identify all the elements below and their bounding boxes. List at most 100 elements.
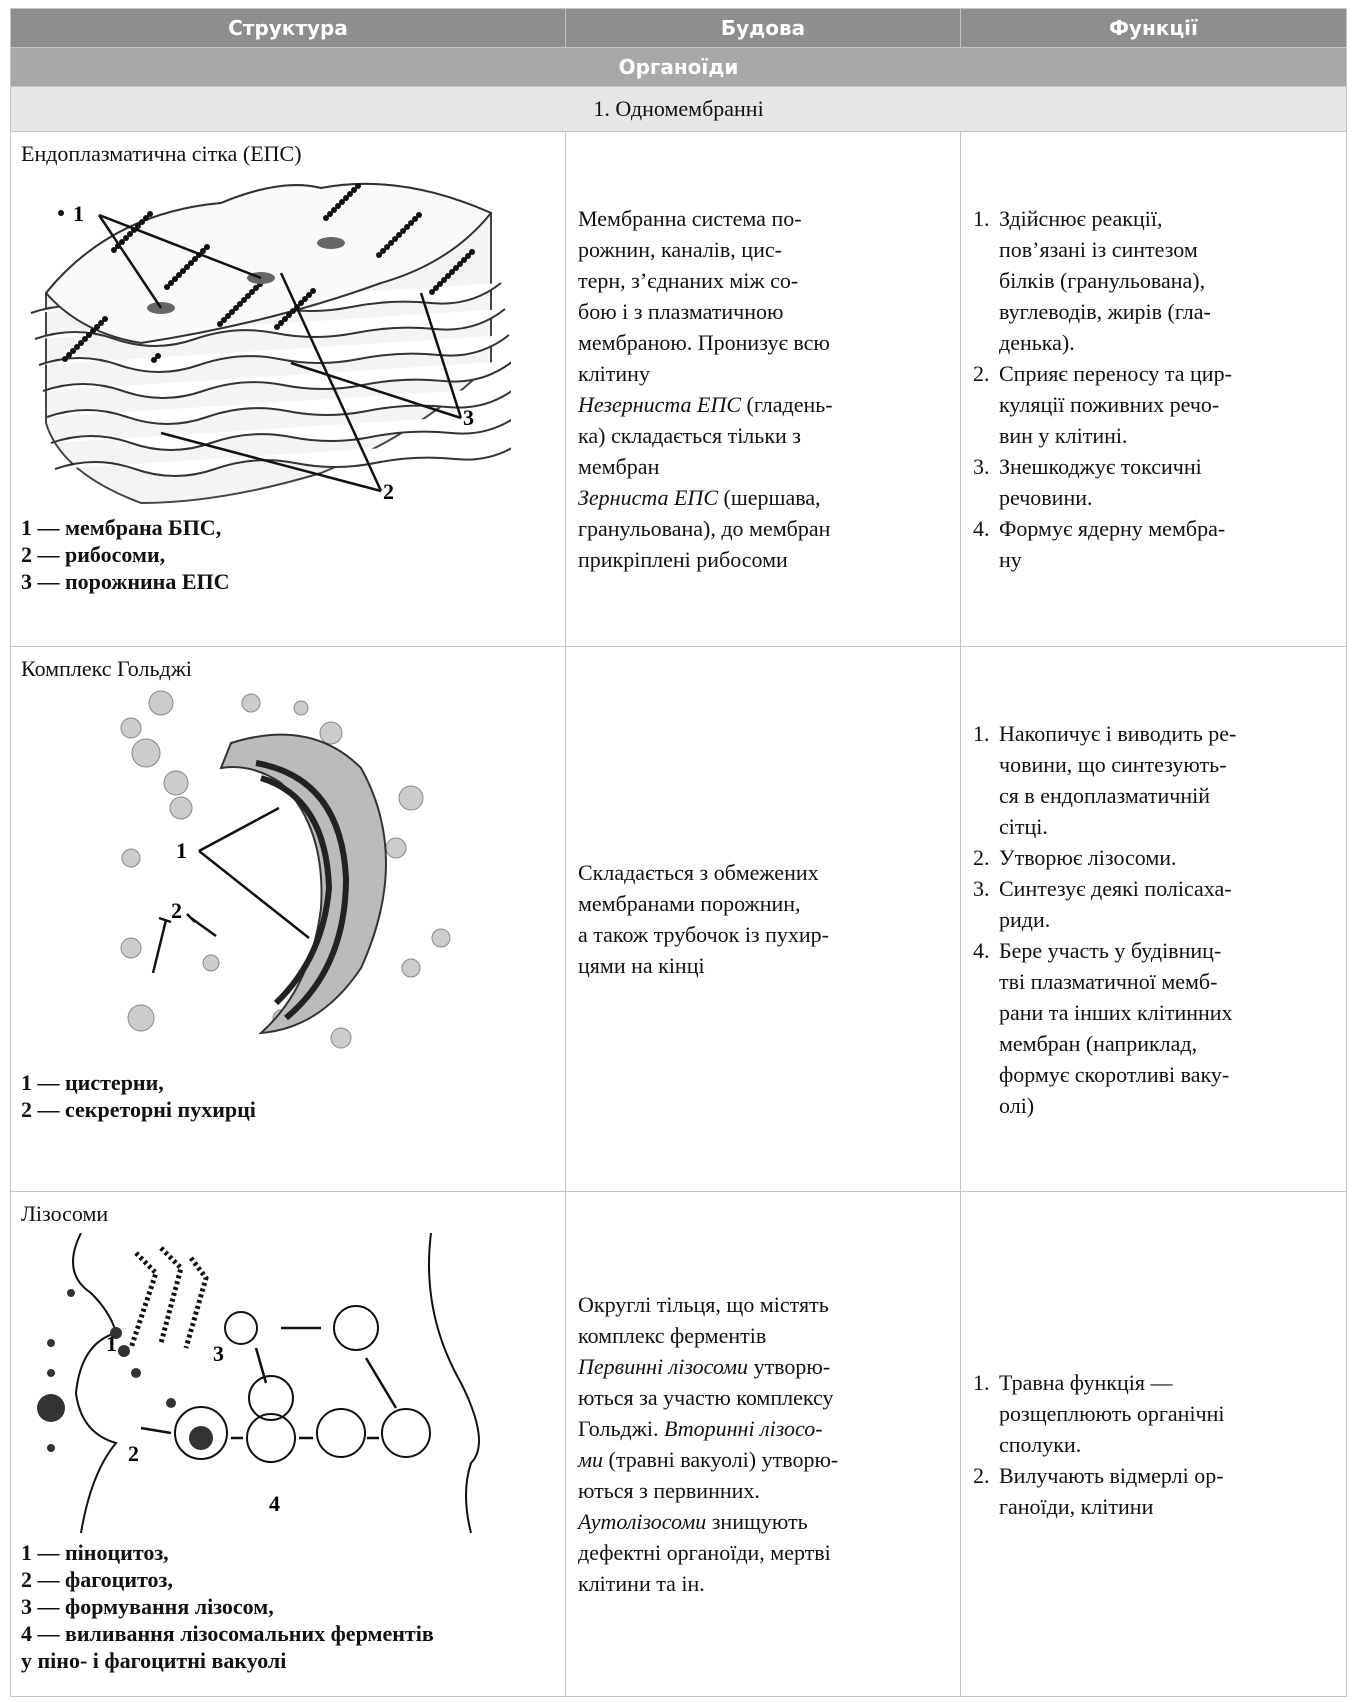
function-item: 1. Здійснює реакції, пов’язані із синтезом… bbox=[973, 203, 1336, 358]
structure-title: Ендоплазматична сітка (ЕПС) bbox=[21, 141, 302, 166]
function-item: 4. Формує ядерну мембра-ну bbox=[973, 513, 1336, 575]
description-line: Аутолізосоми знищують bbox=[578, 1506, 950, 1537]
function-line: Накопичує і виводить ре- bbox=[999, 720, 1237, 746]
organoid-table: Структура Будова Функції Органоїди 1. Од… bbox=[10, 8, 1347, 1697]
description-line: ми (травні вакуолі) утворю- bbox=[578, 1444, 950, 1475]
figure-label: 2 bbox=[171, 898, 182, 923]
function-body: Вилучають відмерлі ор-ганоїди, клітини bbox=[999, 1460, 1224, 1522]
description-line: бою і з плазматичною bbox=[578, 299, 784, 324]
function-line: човини, що синтезують- bbox=[999, 751, 1227, 777]
description-line: Первинні лізосоми утворю- bbox=[578, 1351, 950, 1382]
function-line: розщеплюють органічні bbox=[999, 1400, 1225, 1426]
caption-line: у піно- і фагоцитні вакуолі bbox=[21, 1648, 287, 1673]
italic-term: Аутолізосоми bbox=[578, 1509, 707, 1534]
italic-term: Зерниста ЕПС bbox=[578, 485, 718, 510]
description-line: Округлі тільця, що містять bbox=[578, 1292, 829, 1317]
caption-line: 1 — цистерни, bbox=[21, 1070, 164, 1095]
italic-term: Незерниста ЕПС bbox=[578, 392, 742, 417]
caption-line: 3 — порожнина ЕПС bbox=[21, 569, 230, 594]
function-line: ся в ендоплазматичній bbox=[999, 782, 1210, 808]
function-number: 1. bbox=[973, 206, 990, 231]
function-line: Здійснює реакції, bbox=[999, 206, 1163, 231]
function-line: Бере участь у будівниц- bbox=[999, 937, 1222, 963]
description-line: ка) складається тільки з bbox=[578, 423, 801, 448]
description-line: клітину bbox=[578, 361, 650, 386]
figure-label: 3 bbox=[213, 1341, 224, 1366]
text-span: (травні вакуолі) утворю- bbox=[603, 1447, 839, 1472]
caption-line: 2 — рибосоми, bbox=[21, 542, 166, 567]
description-line: Зерниста ЕПС (шершава, bbox=[578, 482, 950, 513]
caption-line: 1 — мембрана БПС, bbox=[21, 515, 222, 540]
function-line: ганоїди, клітини bbox=[999, 1493, 1154, 1519]
caption-line: 3 — формування лізосом, bbox=[21, 1594, 274, 1619]
function-body: Травна функція — розщеплюють органічні спо… bbox=[999, 1367, 1225, 1460]
function-body: Здійснює реакції, пов’язані із синтезом бі… bbox=[999, 203, 1211, 358]
caption-line: 4 — виливання лізосомальних ферментів bbox=[21, 1621, 434, 1646]
function-item: 2. Сприяє переносу та цир-куляції поживни… bbox=[973, 358, 1336, 451]
function-line: формує скоротливі ваку- bbox=[999, 1061, 1230, 1087]
description-line: цями на кінці bbox=[578, 953, 705, 978]
function-number: 4. bbox=[973, 516, 990, 541]
section-row: Органоїди bbox=[10, 47, 1347, 87]
functions-cell: 1. Накопичує і виводить ре-човини, що син… bbox=[960, 646, 1347, 1192]
functions-cell: 1. Травна функція — розщеплюють органічні с… bbox=[960, 1191, 1347, 1697]
function-body: Синтезує деякі полісаха-риди. bbox=[999, 873, 1232, 935]
figure: 1 2 3 4 bbox=[37, 1233, 480, 1533]
function-line: Вилучають відмерлі ор- bbox=[999, 1462, 1224, 1488]
function-number: 1. bbox=[973, 720, 990, 746]
function-line: речовини. bbox=[999, 485, 1093, 510]
header-cell: Структура bbox=[10, 8, 566, 48]
figure-label: 2 bbox=[383, 479, 394, 504]
function-line: сполуки. bbox=[999, 1431, 1082, 1457]
description-line: ються за участю комплексу bbox=[578, 1385, 834, 1410]
function-line: денька). bbox=[999, 330, 1075, 355]
function-body: Бере участь у будівниц-тві плазматичної … bbox=[999, 935, 1233, 1121]
description-line: терн, з’єднаних між со- bbox=[578, 268, 799, 293]
structure-cell: Лізосоми 1 2 3 4 1 — піноцитоз, 2 — фагоцитоз,… bbox=[10, 1191, 566, 1697]
description-line: а також трубочок із пухир- bbox=[578, 922, 829, 947]
function-item: 3. Синтезує деякі полісаха-риди. bbox=[973, 873, 1336, 935]
function-body: Накопичує і виводить ре-човини, що синте… bbox=[999, 718, 1236, 842]
function-number: 3. bbox=[973, 875, 990, 901]
function-line: Синтезує деякі полісаха- bbox=[999, 875, 1232, 901]
function-line: куляції поживних речо- bbox=[999, 392, 1220, 417]
function-number: 2. bbox=[973, 844, 990, 870]
description-line: рожнин, каналів, цис- bbox=[578, 237, 782, 262]
caption-line: 2 — фагоцитоз, bbox=[21, 1567, 173, 1592]
function-item: 3. Знешкоджує токсичні речовини. bbox=[973, 451, 1336, 513]
description-line: гранульована), до мембран bbox=[578, 516, 831, 541]
subsection-row: 1. Одномембранні bbox=[10, 86, 1347, 132]
function-number: 1. bbox=[973, 1369, 990, 1395]
description-line: ються з первинних. bbox=[578, 1478, 760, 1503]
italic-term: Первинні лізосоми bbox=[578, 1354, 749, 1379]
function-line: Формує ядерну мембра- bbox=[999, 516, 1226, 541]
function-line: олі) bbox=[999, 1092, 1035, 1118]
description-cell: Складається з обмежених мембранами порожн… bbox=[565, 646, 961, 1192]
subsection-title: 1. Одномембранні bbox=[10, 86, 1347, 132]
header-cell: Будова bbox=[565, 8, 961, 48]
function-line: тві плазматичної мемб- bbox=[999, 968, 1218, 994]
function-line: Знешкоджує токсичні bbox=[999, 454, 1202, 479]
text-span: (гладень- bbox=[741, 392, 833, 417]
description-line: Незерниста ЕПС (гладень- bbox=[578, 389, 950, 420]
function-line: Травна функція — bbox=[999, 1369, 1173, 1395]
description-line: дефектні органоїди, мертві bbox=[578, 1540, 831, 1565]
description-line: Мембранна система по- bbox=[578, 206, 802, 231]
function-item: 4. Бере участь у будівниц-тві плазматично… bbox=[973, 935, 1336, 1121]
header-cell: Функції bbox=[960, 8, 1347, 48]
header-row: Структура Будова Функції bbox=[10, 8, 1347, 48]
caption-line: 1 — піноцитоз, bbox=[21, 1540, 169, 1565]
section-title: Органоїди bbox=[10, 47, 1347, 87]
structure-cell: Комплекс Гольджі 1 2 1 — цистерни, 2 — секре… bbox=[10, 646, 566, 1192]
function-line: вуглеводів, жирів (гла- bbox=[999, 299, 1211, 324]
function-body: Сприяє переносу та цир-куляції поживних … bbox=[999, 358, 1232, 451]
function-line: рани та інших клітинних bbox=[999, 999, 1233, 1025]
rows: Ендоплазматична сітка (ЕПС) 1 2 3 1 — мембра… bbox=[10, 131, 1347, 1697]
description-cell: Округлі тільця, що містять комплекс ферме… bbox=[565, 1191, 961, 1697]
italic-term: Вторинні лізосо- bbox=[664, 1416, 823, 1441]
description-line: комплекс ферментів bbox=[578, 1323, 767, 1348]
function-number: 4. bbox=[973, 937, 990, 963]
figure-label: 1 bbox=[176, 838, 187, 863]
function-line: сітці. bbox=[999, 813, 1048, 839]
function-item: 2. Утворює лізосоми. bbox=[973, 842, 1336, 873]
